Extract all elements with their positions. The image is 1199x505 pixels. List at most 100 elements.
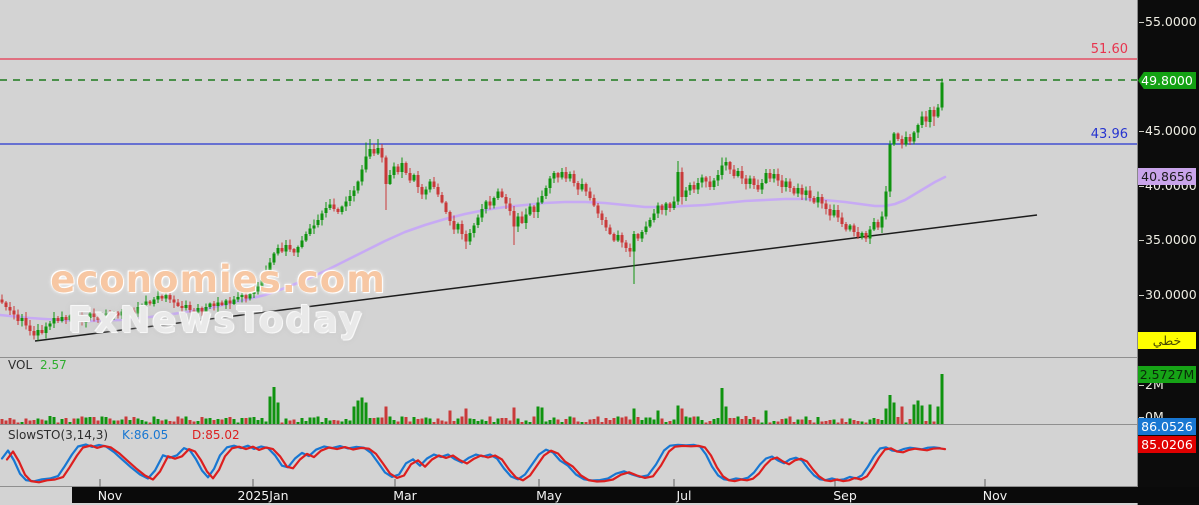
volume-bar <box>40 419 44 424</box>
candle-body <box>700 177 704 183</box>
candle-body <box>584 183 588 192</box>
volume-bar <box>744 416 748 424</box>
volume-bar <box>468 418 472 424</box>
volume-bar <box>608 420 612 424</box>
candle-body <box>296 247 300 253</box>
volume-bar <box>928 404 932 424</box>
volume-bar <box>848 418 852 424</box>
candle-body <box>652 213 656 220</box>
volume-bar <box>908 418 912 424</box>
volume-bar <box>424 417 428 424</box>
candle-body <box>572 174 576 183</box>
candle-body <box>792 188 796 194</box>
volume-bar <box>788 416 792 424</box>
axis-tick <box>1139 295 1144 296</box>
candle-body <box>228 300 232 304</box>
candle-body <box>532 206 536 213</box>
candle-body <box>80 314 84 323</box>
candle-body <box>848 225 852 230</box>
volume-bar <box>616 416 620 424</box>
volume-bar <box>140 420 144 424</box>
candle-body <box>672 201 676 208</box>
candle-body <box>596 205 600 214</box>
candle-body <box>936 107 940 117</box>
volume-bar <box>360 397 364 424</box>
volume-value-badge: 2.5727M <box>1138 366 1196 383</box>
volume-bar <box>564 418 568 424</box>
volume-bar <box>648 417 652 424</box>
candle-body <box>616 235 620 241</box>
volume-bar <box>104 416 108 424</box>
candle-body <box>492 198 496 206</box>
volume-bar <box>52 417 56 424</box>
candle-body <box>916 125 920 133</box>
candle-body <box>136 307 140 314</box>
volume-bar <box>664 421 668 424</box>
candle-body <box>104 313 108 316</box>
candle-body <box>716 175 720 181</box>
volume-bar <box>868 419 872 424</box>
volume-bar <box>556 419 560 424</box>
volume-bar <box>572 417 576 424</box>
candle-body <box>624 242 628 249</box>
candle-body <box>220 302 224 305</box>
candle-body <box>304 234 308 241</box>
candle-body <box>612 234 616 241</box>
month-label-may: May <box>536 488 562 503</box>
volume-bar <box>236 422 240 424</box>
candle-body <box>360 169 364 182</box>
volume-bar <box>668 421 672 424</box>
scale-type-badge[interactable]: خطي <box>1138 332 1196 349</box>
candle-body <box>272 253 276 263</box>
volume-bar <box>68 422 72 424</box>
candle-body <box>844 224 848 230</box>
candle-body <box>840 217 844 225</box>
last-price-badge: 49.8000 <box>1138 72 1196 89</box>
candle-body <box>428 181 432 190</box>
price-axis-label-text: 55.0000 <box>1145 14 1197 29</box>
volume-bar <box>456 418 460 424</box>
candle-body <box>476 217 480 226</box>
volume-bar <box>836 422 840 424</box>
volume-bar <box>636 417 640 424</box>
volume-bar <box>876 418 880 424</box>
candle-body <box>448 212 452 221</box>
candle-body <box>564 171 568 179</box>
candle-body <box>232 299 236 304</box>
volume-bar <box>316 416 320 424</box>
volume-bar <box>796 419 800 424</box>
volume-bar <box>912 404 916 424</box>
candle-body <box>340 206 344 213</box>
volume-bar <box>216 419 220 424</box>
candle-body <box>44 326 48 334</box>
volume-bar <box>780 418 784 424</box>
sto-d-badge: 85.0206 <box>1138 436 1196 453</box>
candle-body <box>440 194 444 203</box>
volume-bar <box>784 418 788 424</box>
candle-body <box>500 191 504 197</box>
volume-bar <box>592 418 596 424</box>
candle-body <box>552 173 556 179</box>
axis-tick <box>1139 186 1144 187</box>
candle-body <box>940 82 944 108</box>
axis-tick <box>1139 131 1144 132</box>
volume-bar <box>680 408 684 424</box>
candle-body <box>24 317 28 326</box>
volume-bar <box>128 420 132 424</box>
volume-bar <box>576 421 580 424</box>
volume-bar <box>384 406 388 424</box>
volume-bar <box>312 417 316 424</box>
candle-body <box>892 133 896 145</box>
volume-bar <box>864 422 868 424</box>
candle-body <box>876 222 880 228</box>
candle-body <box>512 211 516 227</box>
candle-body <box>368 149 372 157</box>
candle-body <box>264 271 268 279</box>
volume-bar <box>32 419 36 424</box>
volume-bar <box>832 419 836 424</box>
candle-body <box>896 133 900 140</box>
candle-body <box>912 132 916 142</box>
candle-body <box>676 171 680 202</box>
